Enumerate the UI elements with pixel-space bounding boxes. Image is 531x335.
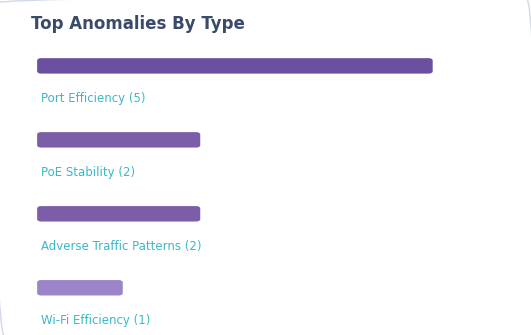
Text: PoE Stability (2): PoE Stability (2) — [41, 166, 135, 179]
FancyBboxPatch shape — [37, 280, 123, 295]
FancyBboxPatch shape — [37, 132, 200, 147]
Text: Top Anomalies By Type: Top Anomalies By Type — [31, 15, 245, 33]
Text: Port Efficiency (5): Port Efficiency (5) — [41, 92, 145, 105]
Text: Wi-Fi Efficiency (1): Wi-Fi Efficiency (1) — [41, 314, 151, 327]
FancyBboxPatch shape — [37, 206, 200, 221]
FancyBboxPatch shape — [37, 58, 433, 74]
Text: Adverse Traffic Patterns (2): Adverse Traffic Patterns (2) — [41, 240, 202, 253]
